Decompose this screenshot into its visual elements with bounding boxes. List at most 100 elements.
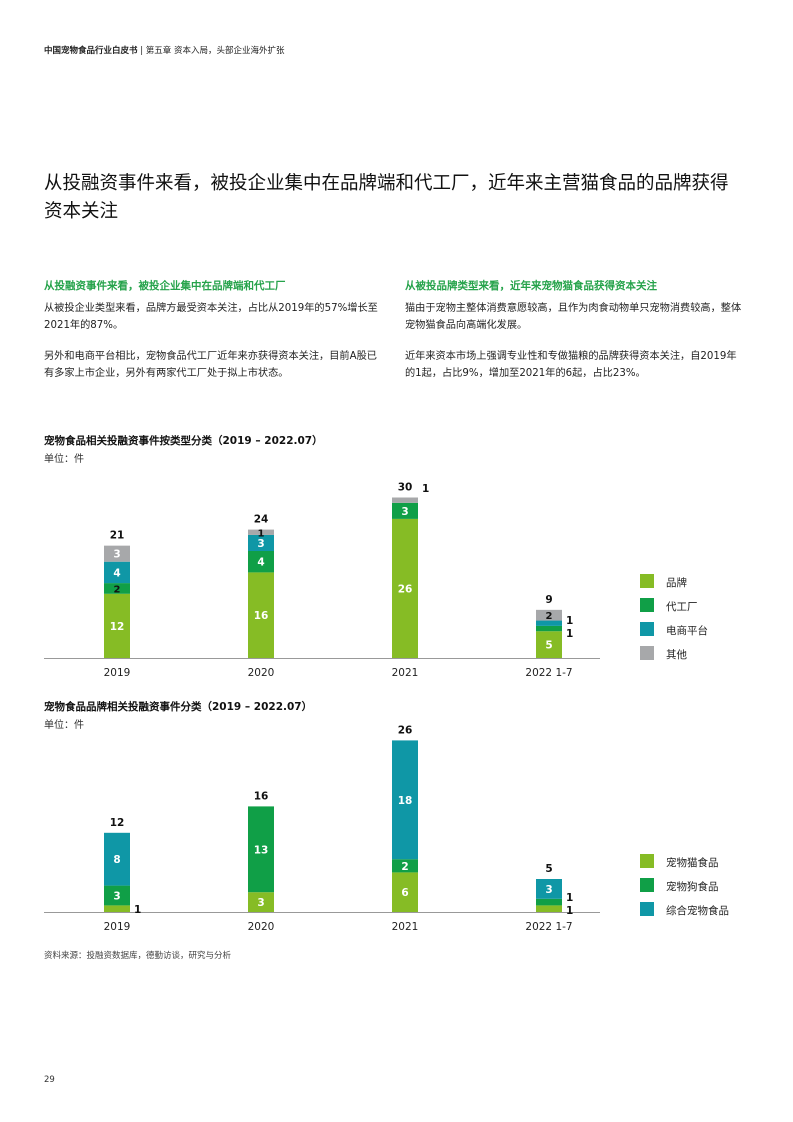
chart2-total-label-0: 12	[110, 817, 125, 829]
chart1-value-label-1-2: 3	[257, 538, 264, 550]
chart1-legend-label-1: 代工厂	[666, 601, 698, 613]
chart1-legend-label-2: 电商平台	[666, 624, 708, 637]
chart2-value-label-1-1: 13	[254, 844, 269, 856]
chart1-value-label-2-0: 26	[398, 583, 413, 595]
running-header: 中国宠物食品行业白皮书 | 第五章 资本入局，头部企业海外扩张	[44, 44, 285, 56]
chart1-bar-1-2	[248, 534, 274, 551]
chart1-value-label-1-3: 1	[258, 528, 265, 539]
chart2-tick-label-0: 2019	[104, 921, 131, 933]
chart2-value-label-0-2: 8	[113, 854, 120, 866]
header-separator: |	[137, 46, 146, 56]
chart2-bar-0-0	[104, 905, 130, 912]
chart1-value-label-3-0: 5	[545, 640, 552, 652]
chart2-value-label-3-2: 3	[545, 884, 552, 896]
chart1-bar-3-1	[536, 625, 562, 632]
source-note: 资料来源：投融资数据库，德勤访谈，研究与分析	[44, 951, 232, 961]
chart1-value-label-3-1: 1	[566, 628, 573, 640]
chart1-legend-swatch-3	[640, 646, 654, 660]
chart2-total-label-1: 16	[254, 790, 269, 802]
chart1-value-label-2-1: 3	[401, 506, 408, 518]
chart2-total-label-3: 5	[545, 863, 552, 875]
chart1-value-label-3-3: 2	[546, 611, 553, 622]
chart2-bar-3-0	[536, 905, 562, 912]
chart1-unit: 单位：件	[44, 454, 84, 465]
chart2-bar-2-1	[392, 859, 418, 873]
right-column: 从被投品牌类型来看，近年来宠物猫食品获得资本关注 猫由于宠物主整体消费意愿较高，…	[405, 278, 745, 396]
chart2-legend-swatch-2	[640, 902, 654, 916]
left-column: 从投融资事件来看，被投企业集中在品牌端和代工厂 从被投企业类型来看，品牌方最受资…	[44, 278, 384, 396]
chart1-bar-1-3	[248, 529, 274, 535]
chart1-bar-0-0	[104, 593, 130, 658]
chart1-value-label-2-3: 1	[422, 483, 429, 495]
chart2-bar-2-2	[392, 740, 418, 860]
chart2-legend-label-0: 宠物猫食品	[666, 856, 719, 869]
chart2-bar-1-1	[248, 806, 274, 893]
chart2-bar-3-1	[536, 898, 562, 906]
right-column-heading: 从被投品牌类型来看，近年来宠物猫食品获得资本关注	[405, 280, 657, 292]
chart2-value-label-2-2: 18	[398, 795, 413, 807]
chart2-value-label-2-0: 6	[401, 887, 408, 899]
chart1-value-label-1-0: 16	[254, 610, 269, 622]
chart1-value-label-0-1: 2	[114, 584, 121, 595]
chart2-bar-0-1	[104, 885, 130, 906]
chart1-total-label-3: 9	[545, 594, 552, 606]
chart2-bar-2-0	[392, 872, 418, 912]
chart1-legend-swatch-2	[640, 622, 654, 636]
chart2-bar-1-0	[248, 892, 274, 912]
chart1-total-label-1: 24	[254, 514, 269, 526]
chart1-tick-label-0: 2019	[104, 667, 131, 679]
chart2-legend-swatch-0	[640, 854, 654, 868]
chart1-svg: 1224321201916431242020263130202151129202…	[44, 482, 708, 679]
chart2-bar-0-2	[104, 832, 130, 886]
chart1-legend-label-0: 品牌	[666, 576, 687, 589]
right-column-paragraph-2: 近年来资本市场上强调专业性和专做猫粮的品牌获得资本关注，自2019年的1起，占比…	[405, 351, 737, 379]
chart1-legend-swatch-0	[640, 574, 654, 588]
chart2-legend-label-1: 宠物狗食品	[666, 880, 719, 893]
chart1-tick-label-1: 2020	[248, 667, 275, 679]
chart1-bar-2-1	[392, 502, 418, 519]
chart1-bar-3-0	[536, 631, 562, 658]
chart1-tick-label-2: 2021	[392, 667, 419, 679]
chart2-tick-label-3: 2022 1-7	[525, 921, 572, 933]
chart2-tick-label-2: 2021	[392, 921, 419, 933]
chart1-value-label-0-2: 4	[113, 567, 120, 579]
chart1-value-label-0-3: 3	[113, 549, 120, 561]
chart2-bar-3-2	[536, 879, 562, 899]
chart2-value-label-3-1: 1	[566, 892, 573, 904]
chart2-value-label-3-0: 1	[566, 905, 573, 917]
chart1-value-label-0-0: 12	[110, 621, 125, 633]
chart1-bar-0-2	[104, 561, 130, 584]
chart1-bar-2-3	[392, 497, 418, 503]
chart2-value-label-0-1: 3	[113, 891, 120, 903]
report-name: 中国宠物食品行业白皮书	[44, 46, 138, 56]
page-number: 29	[44, 1075, 55, 1085]
chart1-bar-3-2	[536, 620, 562, 626]
chart1-bar-1-1	[248, 551, 274, 573]
chart2-total-label-2: 26	[398, 724, 413, 736]
chart1-tick-label-3: 2022 1-7	[525, 667, 572, 679]
chart2-tick-label-1: 2020	[248, 921, 275, 933]
chart2-value-label-1-0: 3	[257, 897, 264, 909]
chart1-bar-1-0	[248, 572, 274, 658]
chart1-bar-2-0	[392, 518, 418, 658]
chart1-total-label-2: 30	[398, 482, 413, 494]
chart1-legend-swatch-1	[640, 598, 654, 612]
right-column-paragraph-1: 猫由于宠物主整体消费意愿较高，且作为肉食动物单只宠物消费较高，整体宠物猫食品向高…	[405, 303, 742, 331]
chart1-value-label-3-2: 1	[566, 615, 573, 627]
chapter-name: 第五章 资本入局，头部企业海外扩张	[145, 46, 285, 56]
page-title: 从投融资事件来看，被投企业集中在品牌端和代工厂，近年来主营猫食品的品牌获得资本关…	[44, 173, 729, 222]
chart1-bar-0-1	[104, 583, 130, 594]
chart1-bar-3-3	[536, 609, 562, 621]
left-column-paragraph-1: 从被投企业类型来看，品牌方最受资本关注，占比从2019年的57%增长至2021年…	[44, 303, 378, 331]
chart1-bar-0-3	[104, 545, 130, 562]
chart1-value-label-1-1: 4	[257, 557, 264, 569]
left-column-paragraph-2: 另外和电商平台相比，宠物食品代工厂近年来亦获得资本关注，目前A股已有多家上市企业…	[44, 351, 377, 379]
chart1-total-label-0: 21	[110, 530, 125, 542]
chart2-value-label-0-0: 1	[134, 904, 141, 916]
left-column-heading: 从投融资事件来看，被投企业集中在品牌端和代工厂	[44, 280, 286, 292]
chart1-title: 宠物食品相关投融资事件按类型分类（2019 – 2022.07）	[44, 435, 323, 447]
chart1-legend-label-3: 其他	[666, 648, 687, 661]
chart2-value-label-2-1: 2	[401, 861, 408, 873]
chart2-unit: 单位：件	[44, 720, 84, 731]
